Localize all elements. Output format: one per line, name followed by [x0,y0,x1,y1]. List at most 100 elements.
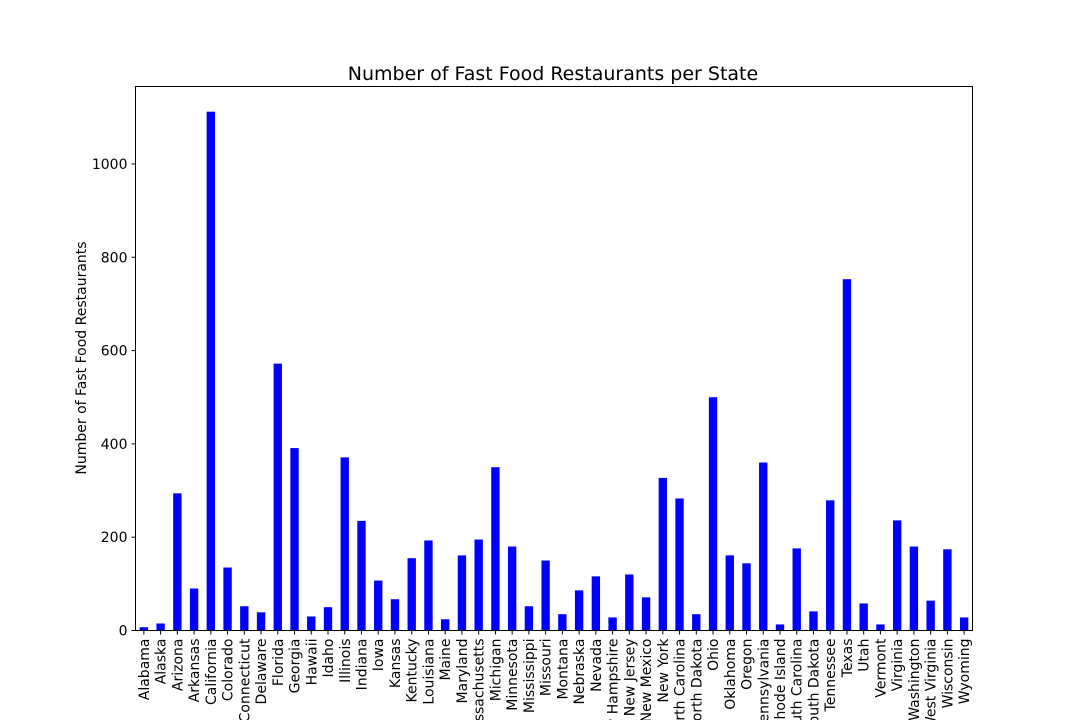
x-tick-label: New Jersey [622,639,638,717]
x-tick-label: South Dakota [806,639,822,720]
bar [558,614,567,631]
bars-group [139,111,969,631]
bar [959,617,969,631]
bar [206,111,216,631]
bar [474,539,483,631]
x-tick-label: Vermont [873,638,889,698]
plot-frame [135,86,973,631]
x-tick-label: Wyoming [957,639,973,705]
bar [156,623,165,631]
bar [441,619,450,631]
x-tick-label: Maine [438,639,454,681]
bar [591,576,601,631]
x-tick-label: California [204,639,220,705]
x-tick-label: Kentucky [405,639,421,703]
x-tick-label: Pennsylvania [756,639,772,720]
x-tick-label: Michigan [488,639,504,702]
x-tick-label: Arizona [170,639,186,692]
bar [240,606,249,631]
x-tick-label: Tennessee [823,639,839,713]
bar [692,614,701,631]
x-tick-label: Georgia [288,639,304,694]
x-tick-label: Iowa [371,639,387,672]
bar [892,520,902,631]
bar [809,611,818,631]
x-tick-label: Louisiana [421,639,437,705]
bar [742,563,751,631]
x-tick-label: North Carolina [673,639,689,720]
bar [256,612,266,631]
bar [541,560,550,631]
bar [307,616,316,631]
bar [390,599,400,631]
x-tick-label: Connecticut [237,638,253,720]
bar [708,397,718,631]
bar [943,549,952,631]
bar [608,617,617,631]
bar [826,500,835,631]
bar [926,600,935,631]
x-tick-label: Virginia [890,639,906,692]
y-tick-label: 0 [119,624,128,640]
bar [424,540,433,631]
bar [223,567,232,631]
x-tick-label: Utah [857,639,873,672]
x-tick-label: Nebraska [572,639,588,705]
bar [775,624,785,631]
x-tick-label: West Virginia [924,639,940,720]
x-tick-label: Texas [840,639,856,679]
bar [189,588,199,631]
x-tick-label: Arkansas [187,639,203,703]
bar [273,363,282,631]
y-axis-ticks: 0 200 400 600 800 1000 [92,157,136,640]
bar [457,555,467,631]
bar [357,520,366,631]
x-tick-label: Ohio [706,639,722,671]
x-tick-label: Montana [555,639,571,700]
x-tick-label: New Hampshire [606,639,622,720]
bar [859,603,868,631]
bar [675,498,684,631]
bar [842,279,852,631]
x-tick-label: New Mexico [639,639,655,720]
x-tick-label: Colorado [221,639,237,702]
bar [641,597,651,631]
x-tick-label: Idaho [321,639,337,678]
x-tick-label: Wisconsin [940,639,956,709]
bar [574,590,584,631]
y-tick-label: 200 [101,530,128,546]
bar [507,546,517,631]
y-tick-label: 400 [101,437,128,453]
x-tick-label: Kansas [388,639,404,689]
x-tick-label: Missouri [539,639,555,697]
x-tick-label: Massachusetts [472,639,488,720]
bar [876,624,885,631]
x-tick-label: Minnesota [505,639,521,711]
x-tick-label: Alaska [154,639,170,685]
x-tick-label: Florida [271,639,287,687]
x-tick-label: Rhode Island [773,639,789,720]
bar [323,607,333,631]
chart-title: Number of Fast Food Restaurants per Stat… [348,63,758,85]
x-axis-ticks: Alabama Alaska Arizona Arkansas California Co… [137,630,973,720]
bar [407,558,416,631]
x-tick-label: Maryland [455,639,471,704]
x-tick-label: Illinois [338,639,354,683]
x-tick-label: Nevada [589,639,605,692]
bar [173,493,182,631]
bar [658,477,667,631]
bar [290,448,299,631]
x-tick-label: Hawaii [304,639,320,686]
bar [625,574,634,631]
y-axis-label: Number of Fast Food Restaurants [74,241,90,474]
bar [491,467,500,631]
bar [759,462,768,631]
x-tick-label: Alabama [137,639,153,701]
y-tick-label: 1000 [92,157,128,173]
y-tick-label: 800 [101,250,128,266]
bar [909,546,919,631]
bar [340,457,349,631]
x-tick-label: Oregon [740,639,756,690]
bar [792,548,801,631]
